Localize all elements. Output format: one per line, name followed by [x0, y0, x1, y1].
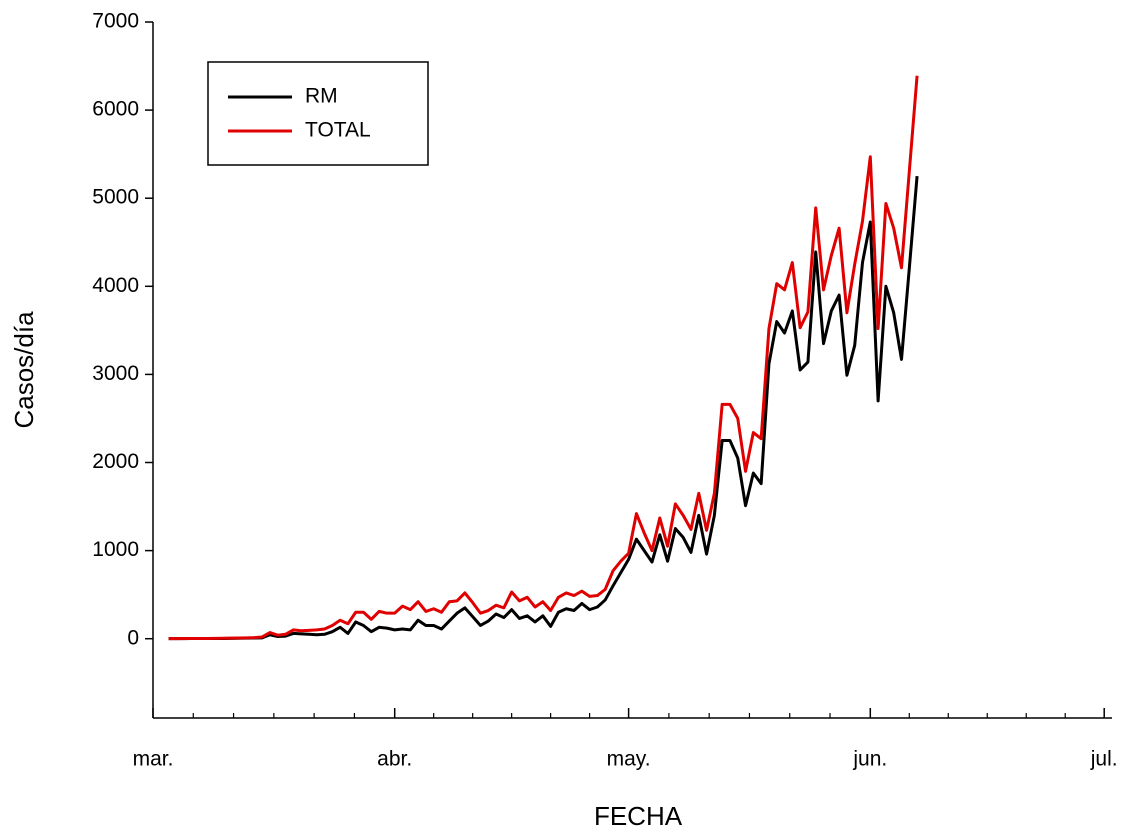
y-tick-label: 1000 — [92, 538, 139, 561]
legend-box — [207, 61, 429, 166]
x-axis-title: FECHA — [594, 801, 683, 831]
x-tick-label: jul. — [1090, 748, 1118, 771]
y-tick-label: 7000 — [92, 10, 139, 33]
x-tick-label: mar. — [133, 748, 174, 771]
y-tick-label: 6000 — [92, 98, 139, 121]
y-tick-label: 4000 — [92, 274, 139, 297]
y-axis-title: Casos/día — [9, 311, 39, 429]
y-tick-label: 3000 — [92, 362, 139, 385]
y-tick-label: 5000 — [92, 186, 139, 209]
x-tick-label: abr. — [377, 748, 412, 771]
y-tick-label: 2000 — [92, 450, 139, 473]
line — [168, 176, 919, 641]
x-tick-label: may. — [607, 748, 651, 771]
legend-label: RM — [305, 85, 338, 108]
x-tick-label: jun. — [852, 748, 887, 771]
legend-label: TOTAL — [305, 119, 371, 142]
y-tick-label: 0 — [127, 626, 139, 649]
line — [168, 75, 919, 641]
